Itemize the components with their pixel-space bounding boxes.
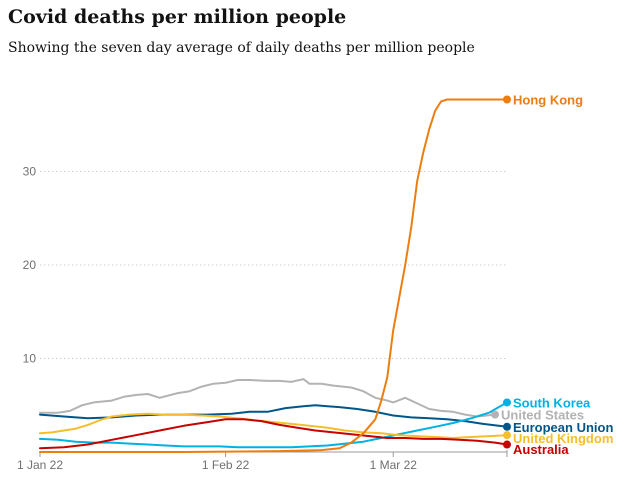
gridlines <box>40 171 507 359</box>
series-line-hong-kong <box>39 98 508 453</box>
y-tick-label: 10 <box>23 352 37 366</box>
end-marker-european-union <box>503 422 511 431</box>
chart-subtitle: Showing the seven day average of daily d… <box>8 40 475 56</box>
end-marker-australia <box>503 440 511 449</box>
series-label-united-states: United States <box>501 408 584 423</box>
y-tick-label: 20 <box>23 258 37 272</box>
series-label-united-kingdom: United Kingdom <box>513 431 613 446</box>
axis-ticks: 10 20 30 1 Jan 22 1 Feb 22 1 Mar 22 <box>17 165 508 472</box>
end-marker-united-kingdom <box>503 431 511 440</box>
series-lines <box>39 98 508 453</box>
series-label-australia: Australia <box>513 442 569 457</box>
y-tick-label: 30 <box>23 165 37 179</box>
series-line-south-korea <box>39 401 508 449</box>
end-marker-south-korea <box>503 398 511 407</box>
x-tick-label: 1 Jan 22 <box>17 458 63 472</box>
x-tick-label: 1 Mar 22 <box>370 458 418 472</box>
series-label-south-korea: South Korea <box>513 395 591 410</box>
end-marker-united-states <box>491 410 500 419</box>
series-end-markers <box>491 95 511 449</box>
series-line-australia <box>39 418 508 450</box>
series-line-united-states <box>39 378 496 418</box>
x-tick-label: 1 Feb 22 <box>202 458 250 472</box>
series-line-european-union <box>39 404 508 428</box>
chart-title: Covid deaths per million people <box>8 6 347 28</box>
end-marker-hong-kong <box>503 95 511 104</box>
series-label-european-union: European Union <box>513 420 613 435</box>
series-label-hong-kong: Hong Kong <box>513 93 583 108</box>
